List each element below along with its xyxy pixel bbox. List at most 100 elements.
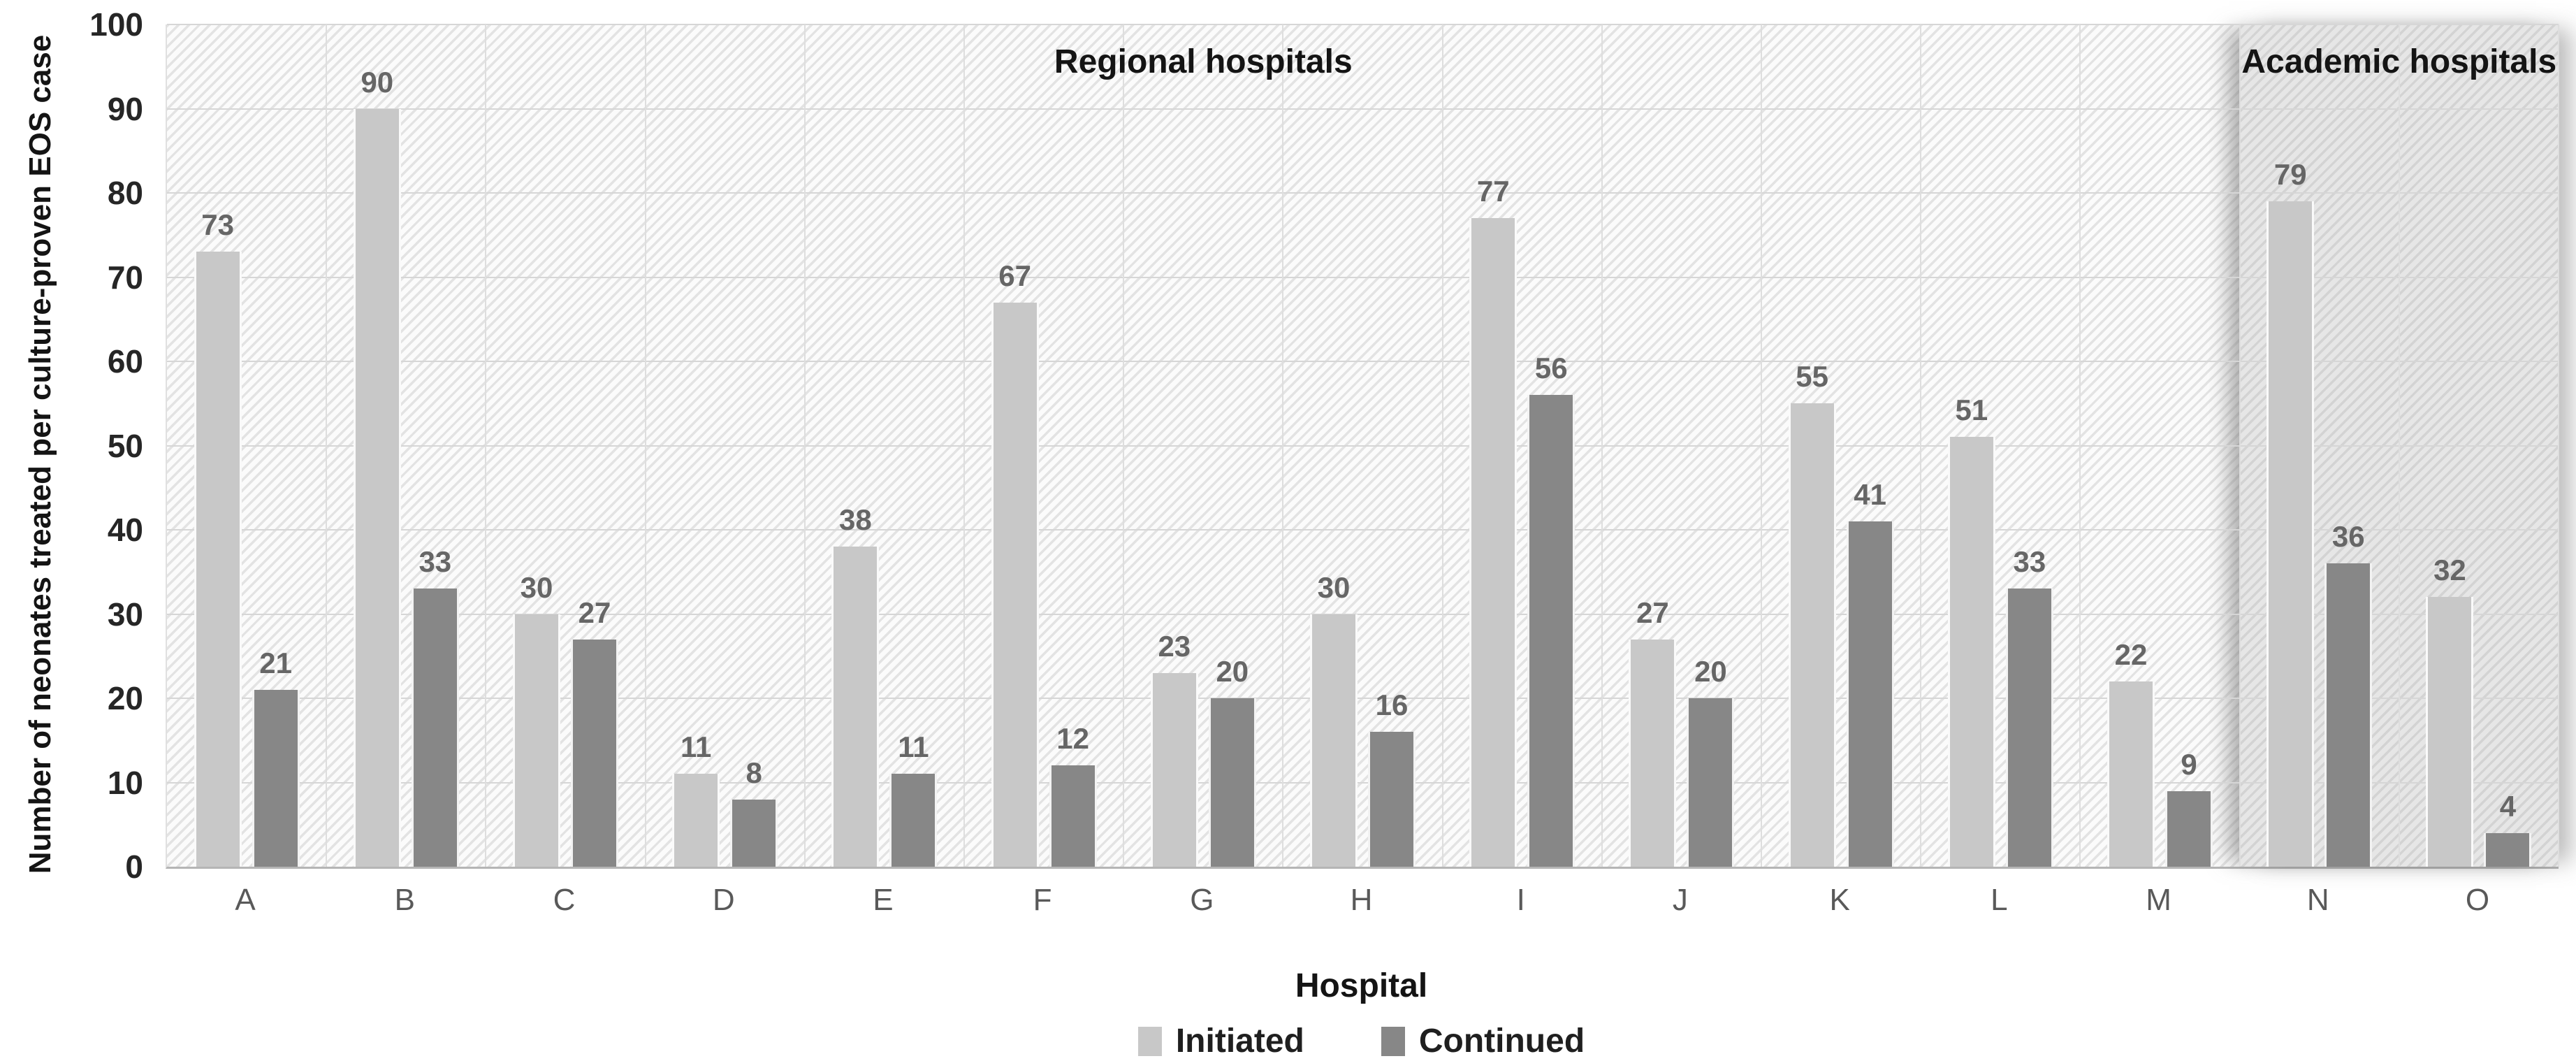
bar-cluster-F: 67 12: [964, 24, 1123, 867]
x-category-label: H: [1350, 883, 1373, 917]
bar-data-label: 12: [1056, 722, 1089, 756]
bar-data-label: 20: [1216, 655, 1249, 688]
bar-continued-D: 8: [730, 756, 778, 867]
bar-data-label: 67: [998, 259, 1031, 292]
bar-continued-L: 33: [2005, 545, 2053, 867]
legend-swatch-initiated: [1137, 1026, 1162, 1056]
horizontal-gridline: [167, 445, 2559, 447]
bar-continued-B: 33: [411, 545, 459, 867]
y-tick-label: 70: [107, 259, 143, 296]
bar-initiated-G: 23: [1150, 630, 1198, 867]
bar-continued-N: 36: [2324, 520, 2373, 867]
bar-initiated-J: 27: [1629, 596, 1677, 867]
bar-cluster-C: 30 27: [486, 24, 645, 867]
bar-continued-E: 11: [889, 730, 938, 867]
bar-cluster-I: 77 56: [1443, 24, 1602, 867]
vertical-gridline: [2398, 24, 2400, 867]
legend-item-initiated: Initiated: [1137, 1022, 1304, 1060]
bar-data-label: 21: [259, 646, 292, 679]
bar-cluster-G: 23 20: [1123, 24, 1283, 867]
bar-data-label: 55: [1796, 360, 1828, 394]
vertical-gridline: [1282, 24, 1284, 867]
bar-cluster-J: 27 20: [1602, 24, 1761, 867]
bar-data-label: 56: [1534, 352, 1568, 385]
horizontal-gridline: [167, 781, 2559, 784]
y-tick-label: 30: [107, 596, 143, 633]
bar-initiated-H: 30: [1310, 571, 1358, 867]
x-category-label: B: [394, 883, 415, 917]
y-tick-label: 80: [107, 175, 143, 211]
vertical-gridline: [644, 24, 646, 867]
bar-data-label: 79: [2273, 158, 2307, 192]
region-label-regional: Regional hospitals: [1054, 43, 1353, 80]
legend-swatch-continued: [1381, 1026, 1405, 1056]
legend-label-initiated: Initiated: [1175, 1023, 1304, 1060]
x-category-label: N: [2306, 883, 2329, 917]
horizontal-gridline: [167, 192, 2559, 194]
y-tick-label: 50: [107, 427, 143, 464]
x-category-label: F: [1033, 883, 1052, 917]
x-category-label: D: [712, 883, 735, 917]
x-category-label: E: [873, 883, 894, 917]
bar-data-label: 30: [520, 570, 553, 604]
vertical-gridline: [1601, 24, 1603, 867]
x-category-label: G: [1190, 883, 1214, 917]
bar-data-label: 8: [745, 756, 762, 789]
bar-initiated-N: 79: [2266, 158, 2315, 867]
x-axis-title: Hospital: [1295, 967, 1428, 1004]
x-category-label: A: [235, 883, 256, 917]
bar-data-label: 33: [2013, 545, 2046, 579]
bar-data-label: 36: [2331, 520, 2365, 554]
bar-cluster-M: 22 9: [2080, 24, 2239, 867]
vertical-gridline: [963, 24, 965, 867]
legend: Initiated Continued: [166, 1022, 2557, 1060]
bar-clusters: 73 21 90 33 30 27 11 8 38 11 67 12 23 20 30 16 77 56 27 20 5…: [167, 24, 2559, 867]
y-tick-label: 0: [125, 849, 143, 885]
bar-data-label: 27: [578, 596, 611, 629]
bar-initiated-L: 51: [1947, 394, 1995, 867]
x-category-label: L: [1991, 883, 2008, 917]
x-category-label: C: [553, 883, 576, 917]
bar-data-label: 73: [201, 208, 234, 242]
bar-continued-K: 41: [1846, 478, 1894, 867]
x-category-label: K: [1829, 883, 1850, 917]
x-category-label: O: [2465, 883, 2490, 917]
bar-initiated-K: 55: [1788, 360, 1836, 867]
vertical-gridline: [1441, 24, 1443, 867]
x-category-label: I: [1516, 883, 1525, 917]
bar-continued-H: 16: [1368, 688, 1416, 867]
bar-initiated-O: 32: [2426, 554, 2474, 867]
bar-initiated-B: 90: [353, 66, 401, 867]
horizontal-gridline: [167, 613, 2559, 615]
bar-cluster-E: 38 11: [805, 24, 964, 867]
bar-data-label: 4: [2499, 789, 2517, 823]
bar-data-label: 41: [1854, 477, 1886, 511]
bar-data-label: 90: [361, 65, 394, 99]
y-tick-label: 90: [107, 90, 143, 127]
y-tick-label: 20: [107, 680, 143, 716]
bar-initiated-F: 67: [991, 259, 1039, 867]
bar-data-label: 30: [1317, 570, 1351, 604]
bar-data-label: 33: [419, 545, 452, 579]
plot-area: Regional hospitals Academic hospitals 73…: [166, 24, 2559, 869]
bar-data-label: 77: [1476, 175, 1510, 208]
bar-data-label: 20: [1694, 655, 1727, 688]
legend-label-continued: Continued: [1418, 1023, 1585, 1060]
horizontal-gridline: [167, 108, 2559, 110]
y-tick-label: 100: [89, 6, 143, 43]
x-category-label: J: [1672, 883, 1688, 917]
y-axis-tick-labels: 0 10 20 30 40 50 60 70 80 90 100: [0, 6, 143, 885]
vertical-gridline: [2558, 24, 2559, 867]
bar-data-label: 16: [1375, 688, 1409, 722]
vertical-gridline: [1920, 24, 1922, 867]
bar-cluster-A: 73 21: [167, 24, 326, 867]
bar-data-label: 22: [2114, 637, 2148, 671]
y-tick-label: 60: [107, 343, 143, 380]
horizontal-gridline: [167, 529, 2559, 530]
bar-initiated-I: 77: [1469, 175, 1518, 867]
vertical-gridline: [2239, 24, 2241, 867]
bar-initiated-C: 30: [513, 571, 560, 867]
bar-continued-C: 27: [571, 596, 618, 867]
bar-data-label: 38: [839, 503, 872, 537]
